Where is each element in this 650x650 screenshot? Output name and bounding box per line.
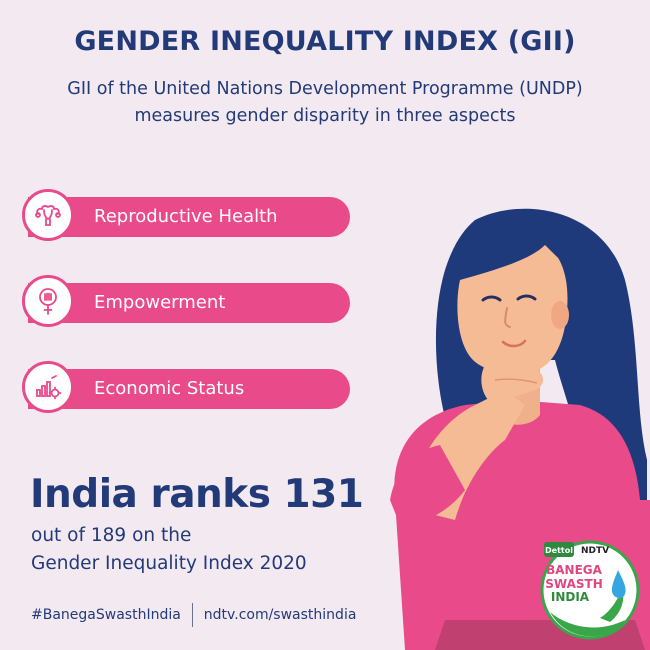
- subtitle-line-1: GII of the United Nations Development Pr…: [67, 79, 583, 99]
- logo-brand-dettol: Dettol: [545, 546, 573, 555]
- footer-divider: [191, 603, 193, 627]
- banega-swasth-india-logo: Dettol NDTV BANEGA SWASTH INDIA: [540, 540, 640, 640]
- ranking-line-2: Gender Inequality Index 2020: [31, 553, 307, 574]
- aspect-label: Reproductive Health: [94, 206, 278, 227]
- subtitle-line-2: measures gender disparity in three aspec…: [134, 106, 516, 126]
- ranking-line-1: out of 189 on the: [31, 525, 192, 546]
- ranking-details: out of 189 on the Gender Inequality Inde…: [31, 522, 307, 578]
- uterus-icon: [22, 189, 74, 241]
- page-title: GENDER INEQUALITY INDEX (GII): [74, 26, 576, 57]
- footer: #BanegaSwasthIndia ndtv.com/swasthindia: [31, 602, 356, 628]
- aspect-label: Economic Status: [94, 378, 245, 399]
- website-link[interactable]: ndtv.com/swasthindia: [203, 607, 357, 623]
- logo-text-india: INDIA: [551, 590, 590, 604]
- ranking-headline: India ranks 131: [30, 472, 364, 517]
- bar-chart-gear-icon: [22, 361, 74, 413]
- page-subtitle: GII of the United Nations Development Pr…: [30, 76, 620, 130]
- aspect-label: Empowerment: [94, 292, 226, 313]
- aspect-empowerment: Empowerment: [22, 275, 350, 327]
- aspect-economic-status: Economic Status: [22, 361, 350, 413]
- female-power-fist-icon: [22, 275, 74, 327]
- logo-brand-ndtv: NDTV: [581, 546, 609, 556]
- logo-text-swasth: SWASTH: [545, 577, 603, 591]
- hashtag: #BanegaSwasthIndia: [31, 607, 181, 623]
- logo-text-banega: BANEGA: [546, 563, 603, 577]
- aspect-reproductive-health: Reproductive Health: [22, 189, 350, 241]
